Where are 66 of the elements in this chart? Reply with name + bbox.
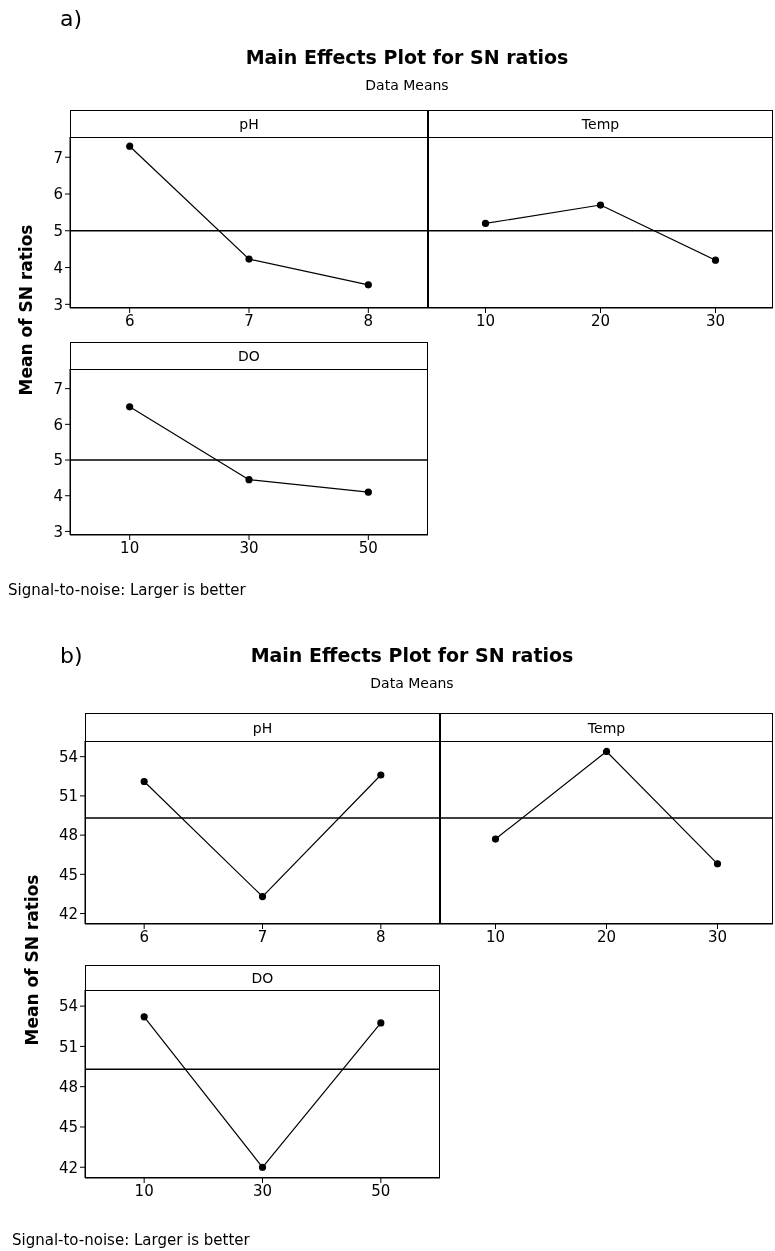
y-axis-title: Mean of SN ratios bbox=[22, 874, 42, 1046]
text: Signal-to-noise: Larger is better bbox=[12, 1231, 250, 1249]
x-tick-label: 20 bbox=[590, 311, 611, 330]
text: Data Means bbox=[370, 675, 454, 691]
point bbox=[140, 777, 148, 786]
x-tick-label: 8 bbox=[363, 311, 374, 330]
y-tick-label: 45 bbox=[58, 1118, 78, 1137]
x-tick-label: 30 bbox=[239, 538, 259, 557]
y-tick-label: 48 bbox=[58, 1078, 78, 1097]
point bbox=[364, 488, 372, 496]
chart-title: DO bbox=[71, 343, 427, 370]
text: Main Effects Plot for SN ratios bbox=[245, 46, 569, 68]
y-tick-label: 4 bbox=[53, 487, 63, 506]
text: Main Effects Plot for SN ratios bbox=[250, 644, 574, 666]
point bbox=[126, 142, 134, 150]
point bbox=[258, 892, 267, 901]
x-tick-label: 50 bbox=[371, 1181, 391, 1200]
chart-title: Temp bbox=[429, 111, 772, 138]
x-tick-label: 10 bbox=[134, 1181, 154, 1200]
x-tick-label: 8 bbox=[376, 927, 386, 946]
x-tick-label: 7 bbox=[244, 311, 254, 330]
y-tick-label: 54 bbox=[58, 997, 78, 1016]
chart-title: DO bbox=[86, 966, 439, 991]
x-tick-label: 6 bbox=[139, 927, 149, 946]
y-tick-label: 3 bbox=[53, 522, 63, 541]
point bbox=[140, 1013, 148, 1021]
y-tick-label: 7 bbox=[53, 379, 63, 398]
y-tick-label: 3 bbox=[53, 295, 63, 314]
x-tick-label: 30 bbox=[707, 927, 728, 946]
chart-title: pH bbox=[86, 714, 439, 742]
y-tick-label: 5 bbox=[53, 451, 63, 470]
x-tick-label: 6 bbox=[124, 311, 135, 330]
x-tick-label: 10 bbox=[120, 538, 140, 557]
text: Signal-to-noise: Larger is better bbox=[8, 581, 246, 599]
y-tick-label: 42 bbox=[58, 904, 78, 923]
y-tick-label: 48 bbox=[58, 826, 78, 845]
x-tick-label: 50 bbox=[358, 538, 378, 557]
y-tick-label: 51 bbox=[58, 1037, 78, 1056]
point bbox=[245, 476, 253, 484]
text: b) bbox=[60, 642, 83, 668]
y-tick-label: 7 bbox=[53, 148, 63, 167]
point bbox=[258, 1163, 267, 1171]
y-tick-label: 54 bbox=[58, 748, 78, 767]
point bbox=[126, 403, 134, 411]
chart-title: Temp bbox=[441, 714, 772, 742]
x-tick-label: 7 bbox=[257, 927, 268, 946]
x-tick-label: 10 bbox=[485, 927, 506, 946]
y-axis-title: Mean of SN ratios bbox=[16, 224, 36, 396]
point bbox=[245, 255, 253, 263]
x-tick-label: 10 bbox=[475, 311, 496, 330]
y-tick-label: 51 bbox=[58, 787, 78, 806]
chart-title: pH bbox=[71, 111, 427, 138]
point bbox=[364, 281, 372, 289]
x-tick-label: 30 bbox=[705, 311, 726, 330]
y-tick-label: 5 bbox=[53, 222, 63, 241]
x-tick-label: 20 bbox=[596, 927, 617, 946]
text: Data Means bbox=[365, 77, 449, 93]
point bbox=[377, 771, 385, 779]
x-tick-label: 30 bbox=[252, 1181, 273, 1200]
y-tick-label: 6 bbox=[53, 415, 63, 434]
y-tick-label: 45 bbox=[58, 865, 78, 884]
point bbox=[377, 1019, 385, 1027]
y-tick-label: 6 bbox=[53, 185, 63, 204]
y-tick-label: 42 bbox=[58, 1158, 78, 1177]
y-tick-label: 4 bbox=[53, 258, 63, 277]
text: a) bbox=[60, 5, 83, 31]
